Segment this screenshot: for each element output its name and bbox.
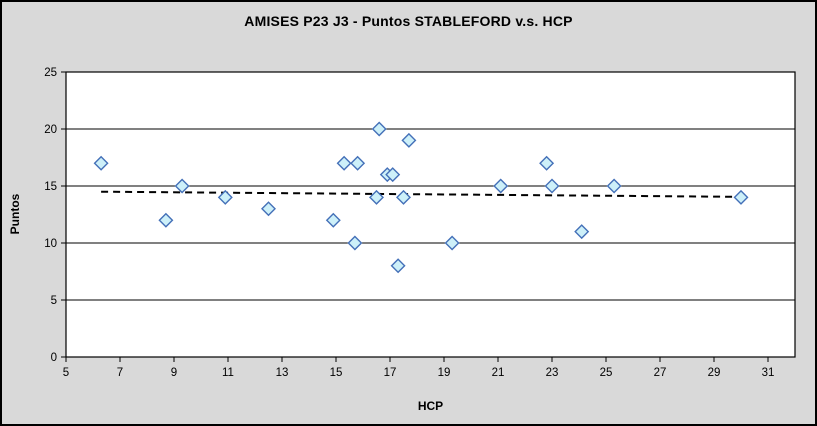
data-point-marker [444,235,460,251]
x-tick-label: 17 [384,367,397,379]
data-point-marker [606,178,622,194]
x-tick-label: 15 [330,367,343,379]
data-point-marker [217,189,233,205]
data-point-marker [261,201,276,217]
x-tick-label: 25 [600,367,613,379]
x-tick-label: 21 [492,367,505,379]
chart-title: AMISES P23 J3 - Puntos STABLEFORD v.s. H… [244,13,573,29]
x-tick-label: 13 [276,367,289,379]
data-point-marker [385,167,401,183]
x-tick-label: 11 [222,367,234,379]
x-tick-label: 9 [171,367,177,379]
data-point-marker [336,155,352,171]
data-point-marker [350,155,366,171]
x-tick-label: 5 [63,367,69,379]
x-axis-title: HCP [417,399,444,413]
y-tick-label: 10 [44,238,57,250]
data-point-marker [174,178,190,194]
data-point-marker [574,224,590,240]
data-point-marker [93,155,109,171]
y-tick-label: 5 [51,295,57,307]
x-tick-label: 29 [708,367,721,379]
x-tick-label: 19 [438,367,451,379]
data-point-marker [369,189,384,205]
x-tick-label: 23 [546,367,559,379]
data-point-marker [539,155,555,171]
data-point-marker [325,212,341,228]
x-tick-label: 27 [654,367,667,379]
data-point-marker [158,212,174,228]
y-tick-label: 0 [51,352,57,364]
data-point-marker [390,258,406,274]
y-tick-label: 15 [44,181,57,193]
plot-area [66,72,795,357]
data-point-marker [493,178,509,194]
y-tick-label: 20 [44,124,57,136]
data-point-marker [401,132,417,148]
x-tick-label: 31 [762,367,775,379]
x-tick-label: 7 [117,367,123,379]
data-point-marker [733,189,749,205]
data-point-marker [347,235,363,251]
trendline [101,190,742,198]
data-point-marker [544,178,560,194]
plot-border [65,71,796,358]
data-point-marker [396,189,411,205]
data-point-marker [371,121,387,137]
y-tick-label: 25 [44,67,57,79]
